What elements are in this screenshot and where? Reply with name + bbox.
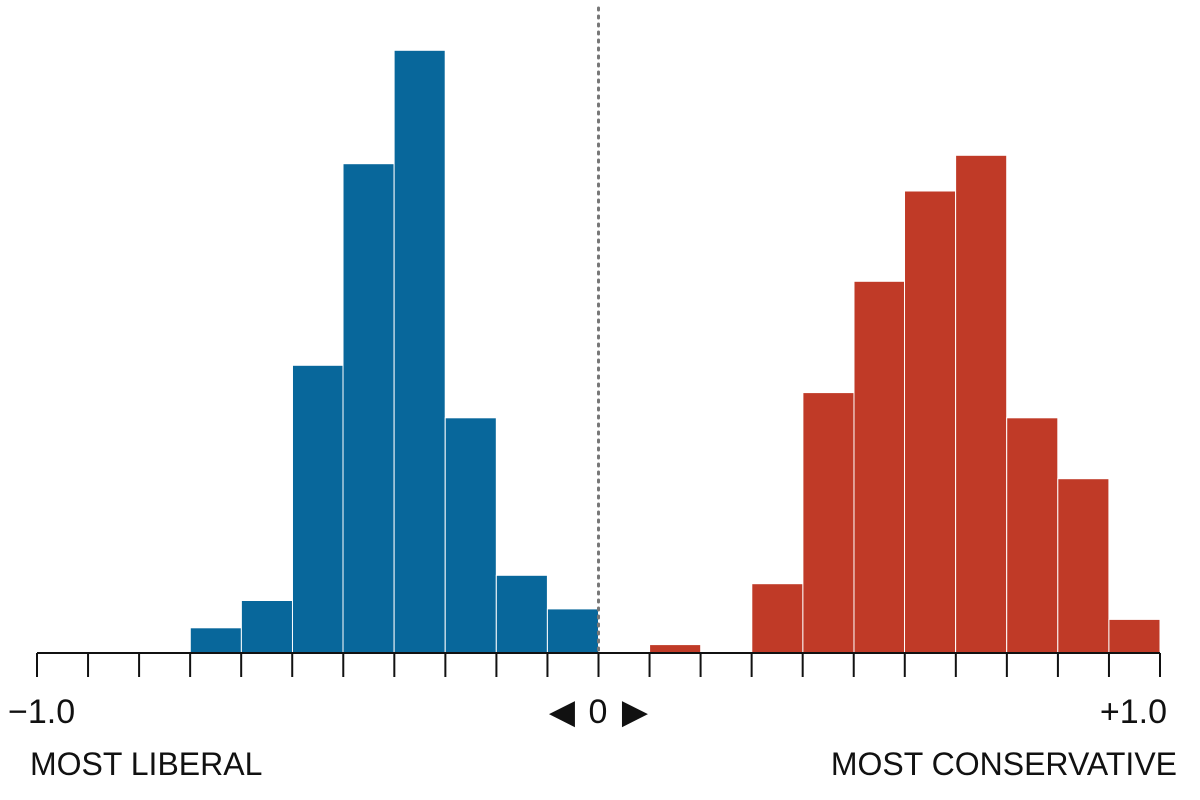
democrat-bar-7 [495,574,548,654]
republican-bar-1 [649,644,702,654]
democrat-bar-2 [240,600,293,654]
republican-bar-6 [955,154,1008,654]
tick-label-zero: 0 [589,693,608,731]
democrat-bar-6 [444,417,497,654]
most-conservative-label: MOST CONSERVATIVE [831,746,1177,782]
republican-bars [649,154,1161,654]
democrat-bar-5 [393,49,446,654]
democrat-bar-4 [342,163,395,654]
republican-bar-3 [802,392,855,654]
republican-bar-9 [1108,618,1161,654]
republican-bar-4 [853,280,906,654]
left-arrow-icon: ◀ [549,693,576,731]
tick-label-minus-one: −1.0 [8,693,75,731]
republican-bar-5 [904,190,957,654]
democrat-bar-8 [546,608,600,654]
republican-bar-8 [1057,478,1110,654]
right-arrow-icon: ▶ [622,693,649,731]
democrat-bar-3 [291,364,344,654]
x-axis-ticks [36,653,1161,677]
democrat-bars [189,49,600,654]
republican-bar-7 [1006,417,1059,654]
tick-label-plus-one: +1.0 [1100,693,1167,731]
democrat-bar-1 [189,627,242,654]
republican-bar-2 [751,583,804,654]
most-liberal-label: MOST LIBERAL [30,746,262,782]
